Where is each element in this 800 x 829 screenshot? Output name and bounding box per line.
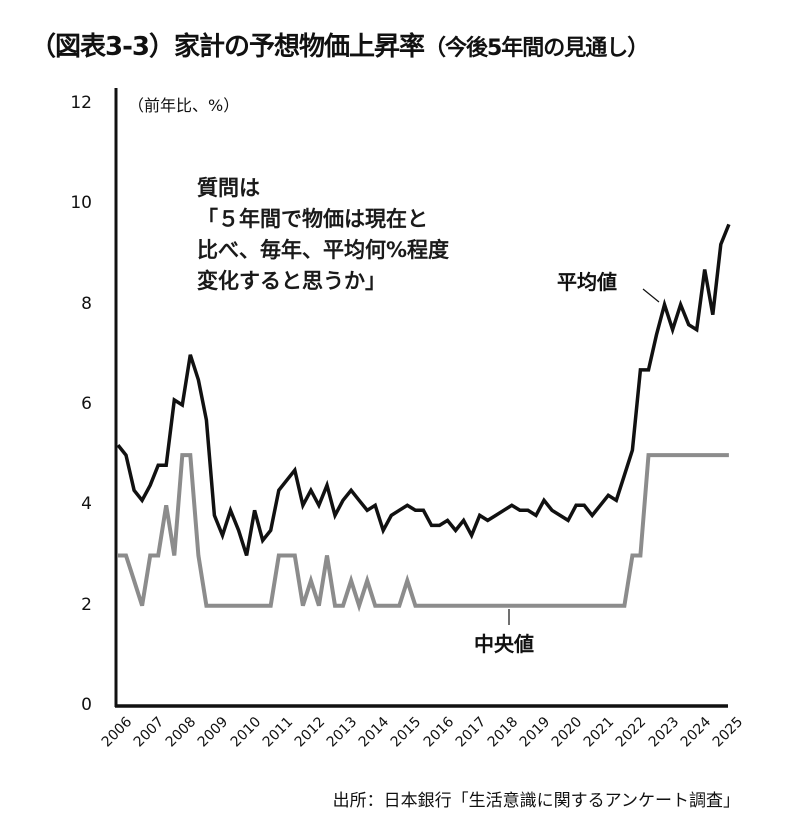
y-tick-10: 10 [70, 193, 92, 213]
median-series-label: 中央値 [474, 632, 534, 656]
annotation-line-2: 「５年間で物価は現在と [197, 207, 428, 231]
y-tick-6: 6 [81, 394, 92, 414]
annotation-line-3: 比べ、毎年、平均何%程度 [197, 238, 450, 262]
median-series-line [118, 453, 729, 613]
y-tick-8: 8 [81, 294, 92, 314]
source-note: 出所：日本銀行「生活意識に関するアンケート調査」 [332, 791, 740, 811]
y-axis-unit-label: （前年比、%） [128, 96, 240, 115]
chart-title: （図表3-3）家計の予想物価上昇率（今後5年間の見通し） [30, 26, 649, 63]
mean-series-label: 平均値 [557, 270, 617, 294]
y-tick-2: 2 [81, 595, 92, 615]
y-tick-12: 12 [70, 93, 92, 113]
chart-title-sub: （今後5年間の見通し） [423, 36, 649, 61]
chart-title-main: （図表3-3）家計の予想物価上昇率 [30, 32, 425, 62]
y-tick-4: 4 [81, 494, 92, 514]
mean-label-leader [642, 288, 660, 303]
mean-series-line [116, 223, 731, 557]
y-tick-0: 0 [81, 695, 92, 715]
annotation-line-1: 質問は [197, 176, 260, 200]
survey-question-annotation: 質問は 「５年間で物価は現在と 比べ、毎年、平均何%程度 変化すると思うか」 [197, 173, 449, 297]
annotation-line-4: 変化すると思うか」 [197, 269, 386, 293]
